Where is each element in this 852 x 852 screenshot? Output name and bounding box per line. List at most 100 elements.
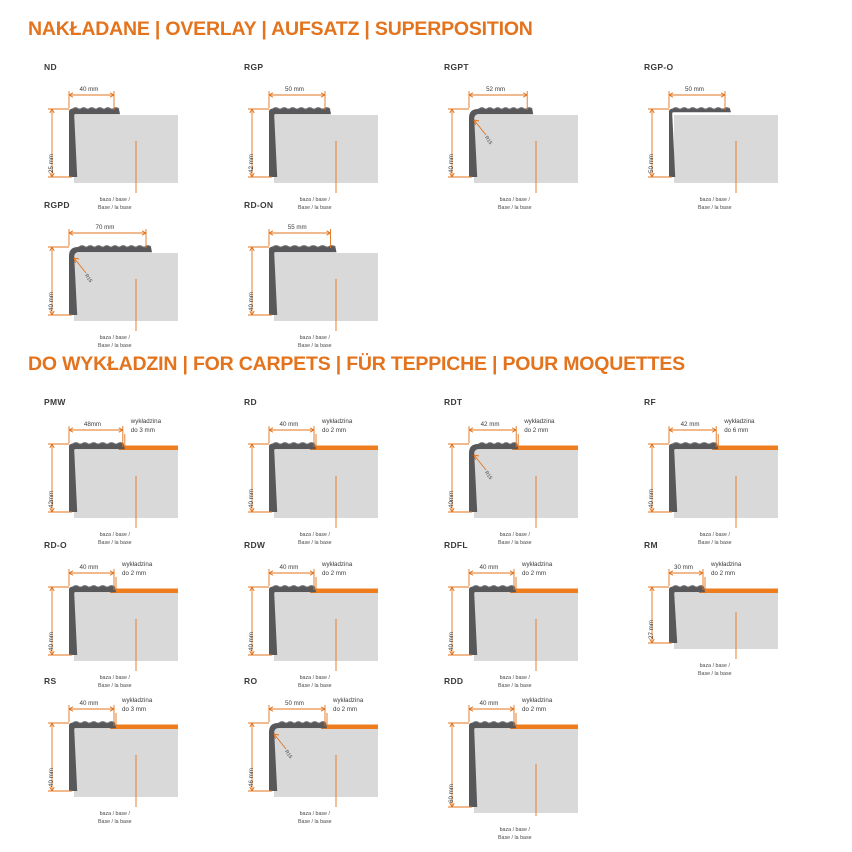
profile-code-label: RDT xyxy=(444,397,463,407)
base-caption: baza / base / Base / la base xyxy=(98,532,132,546)
dimension-height-label: 46 mm xyxy=(248,768,255,787)
profile-code-label: RGPD xyxy=(44,200,70,210)
dimension-width-label: 40 mm xyxy=(279,564,299,571)
base-caption: baza / base / Base / la base xyxy=(698,197,732,211)
profile-code-label: RDW xyxy=(244,540,266,550)
dimension-height-label: 40 mm xyxy=(248,632,255,651)
base-caption: baza / base / Base / la base xyxy=(498,197,532,211)
dimension-width-label: 50 mm xyxy=(285,86,304,93)
carpet-thickness-label: wykładzina do 3 mm xyxy=(130,418,162,434)
profile-code-label: RS xyxy=(44,676,57,686)
base-caption: baza / base / Base / la base xyxy=(298,197,332,211)
dimension-height-label: 40 mm xyxy=(648,489,655,508)
carpet-thickness-label: wykładzina do 3 mm xyxy=(122,697,153,713)
carpet-thickness-label: wykładzina do 2 mm xyxy=(524,418,555,434)
profile-code-label: RDD xyxy=(444,676,464,686)
base-caption: baza / base / Base / la base xyxy=(298,675,332,689)
carpet-thickness-label: wykładzina do 2 mm xyxy=(122,561,153,577)
profile-drawing xyxy=(28,214,228,340)
profile-figure-rgp: RGP 50 mm 42 mm baza / base / Base / la base xyxy=(228,62,428,211)
profile-figure-rgp-o: RGP-O 50 mm 50 mm baza / base / Base / la ba… xyxy=(628,62,828,211)
profile-drawing xyxy=(28,554,228,680)
profile-figure-rdw: RDW 40 mm 40 mm baza / base / Base / la base… xyxy=(228,540,428,689)
carpet-thickness-label: wykładzina do 2 mm xyxy=(322,418,353,434)
dimension-width-label: 40 mm xyxy=(79,564,99,571)
dimension-height-label: 40 mm xyxy=(448,632,455,651)
dimension-height-label: 42 mm xyxy=(248,154,255,173)
profile-figure-ro: RO 50 mm 46 mm baza / base / Base / la base w… xyxy=(228,676,428,825)
profile-figure-rm: RM 30 mm 27 mm baza / base / Base / la base w… xyxy=(628,540,828,680)
base-caption: baza / base / Base / la base xyxy=(298,532,332,546)
profile-code-label: RGPT xyxy=(444,62,469,72)
section-title-overlay: NAKŁADANE | OVERLAY | AUFSATZ | SUPERPOS… xyxy=(28,18,533,40)
profile-figure-rgpt: RGPT 52 mm 40 mm baza / base / Base / la bas… xyxy=(428,62,628,211)
dimension-height-label: 40 mm xyxy=(48,292,55,311)
dimension-height-label: 40mm xyxy=(448,490,455,508)
profile-figure-rd: RD 40 mm 40 mm baza / base / Base / la base w… xyxy=(228,397,428,546)
profile-drawing xyxy=(28,690,228,816)
carpet-thickness-label: wykładzina do 2 mm xyxy=(711,561,742,577)
dimension-width-label: 30 mm xyxy=(674,564,693,571)
base-caption: baza / base / Base / la base xyxy=(298,811,332,825)
base-caption: baza / base / Base / la base xyxy=(698,663,732,677)
profile-drawing xyxy=(428,76,628,202)
dimension-width-label: 40 mm xyxy=(479,564,499,571)
base-caption: baza / base / Base / la base xyxy=(298,335,332,349)
dimension-width-label: 40 mm xyxy=(479,700,499,707)
dimension-width-label: 40 mm xyxy=(279,421,299,428)
dimension-height-label: 40 mm xyxy=(248,292,255,311)
profile-drawing xyxy=(428,411,628,537)
profile-drawing xyxy=(428,690,628,816)
profile-figure-rgpd: RGPD 70 mm 40 mm baza / base / Base / la bas… xyxy=(28,200,228,349)
dimension-height-label: 40 mm xyxy=(248,489,255,508)
profile-code-label: RDFL xyxy=(444,540,468,550)
carpet-thickness-label: wykładzina do 2 mm xyxy=(522,561,553,577)
profile-drawing xyxy=(428,554,628,680)
profile-figure-rdt: RDT 42 mm 40mm baza / base / Base / la base w… xyxy=(428,397,628,546)
base-caption: baza / base / Base / la base xyxy=(98,335,132,349)
profile-code-label: PMW xyxy=(44,397,66,407)
profile-code-label: RO xyxy=(244,676,258,686)
profile-figure-rd-on: RD-ON 55 mm 40 mm baza / base / Base / la ba… xyxy=(228,200,428,349)
profile-drawing xyxy=(228,214,428,340)
base-caption: baza / base / Base / la base xyxy=(98,811,132,825)
dimension-width-label: 42 mm xyxy=(680,421,700,428)
profile-code-label: RD-ON xyxy=(244,200,274,210)
profile-drawing xyxy=(28,411,228,537)
dimension-height-label: 40 mm xyxy=(48,768,55,787)
profile-figure-rdd: RDD 40 mm 60 mm baza / base / Base / la base… xyxy=(428,676,628,841)
profile-drawing xyxy=(28,76,228,202)
carpet-thickness-label: wykładzina do 6 mm xyxy=(724,418,755,434)
profile-code-label: RM xyxy=(644,540,658,550)
dimension-width-label: 52 mm xyxy=(486,86,506,93)
profile-drawing xyxy=(228,76,428,202)
carpet-thickness-label: wykładzina do 2 mm xyxy=(333,697,364,713)
dimension-width-label: 50 mm xyxy=(685,86,704,93)
section-title-carpets: DO WYKŁADZIN | FOR CARPETS | FÜR TEPPICH… xyxy=(28,353,685,375)
dimension-height-label: 42mm xyxy=(48,490,55,508)
profile-code-label: RF xyxy=(644,397,656,407)
profile-figure-rd-o: RD-O 40 mm 40 mm baza / base / Base / la bas… xyxy=(28,540,228,689)
profile-drawing xyxy=(228,690,428,816)
profile-code-label: RGP-O xyxy=(644,62,674,72)
profile-drawing xyxy=(628,411,828,537)
dimension-height-label: 50 mm xyxy=(648,154,655,173)
dimension-width-label: 48mm xyxy=(83,421,102,428)
profile-figure-rs: RS 40 mm 40 mm baza / base / Base / la base w… xyxy=(28,676,228,825)
base-caption: baza / base / Base / la base xyxy=(498,532,532,546)
dimension-width-label: 40 mm xyxy=(79,86,99,93)
base-caption: baza / base / Base / la base xyxy=(498,827,532,841)
dimension-width-label: 55 mm xyxy=(287,224,307,231)
profile-code-label: RD-O xyxy=(44,540,67,550)
dimension-width-label: 40 mm xyxy=(79,700,99,707)
dimension-height-label: 60 mm xyxy=(448,784,455,803)
profile-figure-pmw: PMW 48mm 42mm baza / base / Base / la base wy… xyxy=(28,397,228,546)
dimension-width-label: 70 mm xyxy=(95,224,115,231)
profile-code-label: RD xyxy=(244,397,257,407)
base-caption: baza / base / Base / la base xyxy=(698,532,732,546)
dimension-width-label: 42 mm xyxy=(480,421,500,428)
profile-drawing xyxy=(228,554,428,680)
base-caption: baza / base / Base / la base xyxy=(98,197,132,211)
dimension-height-label: 40 mm xyxy=(48,632,55,651)
